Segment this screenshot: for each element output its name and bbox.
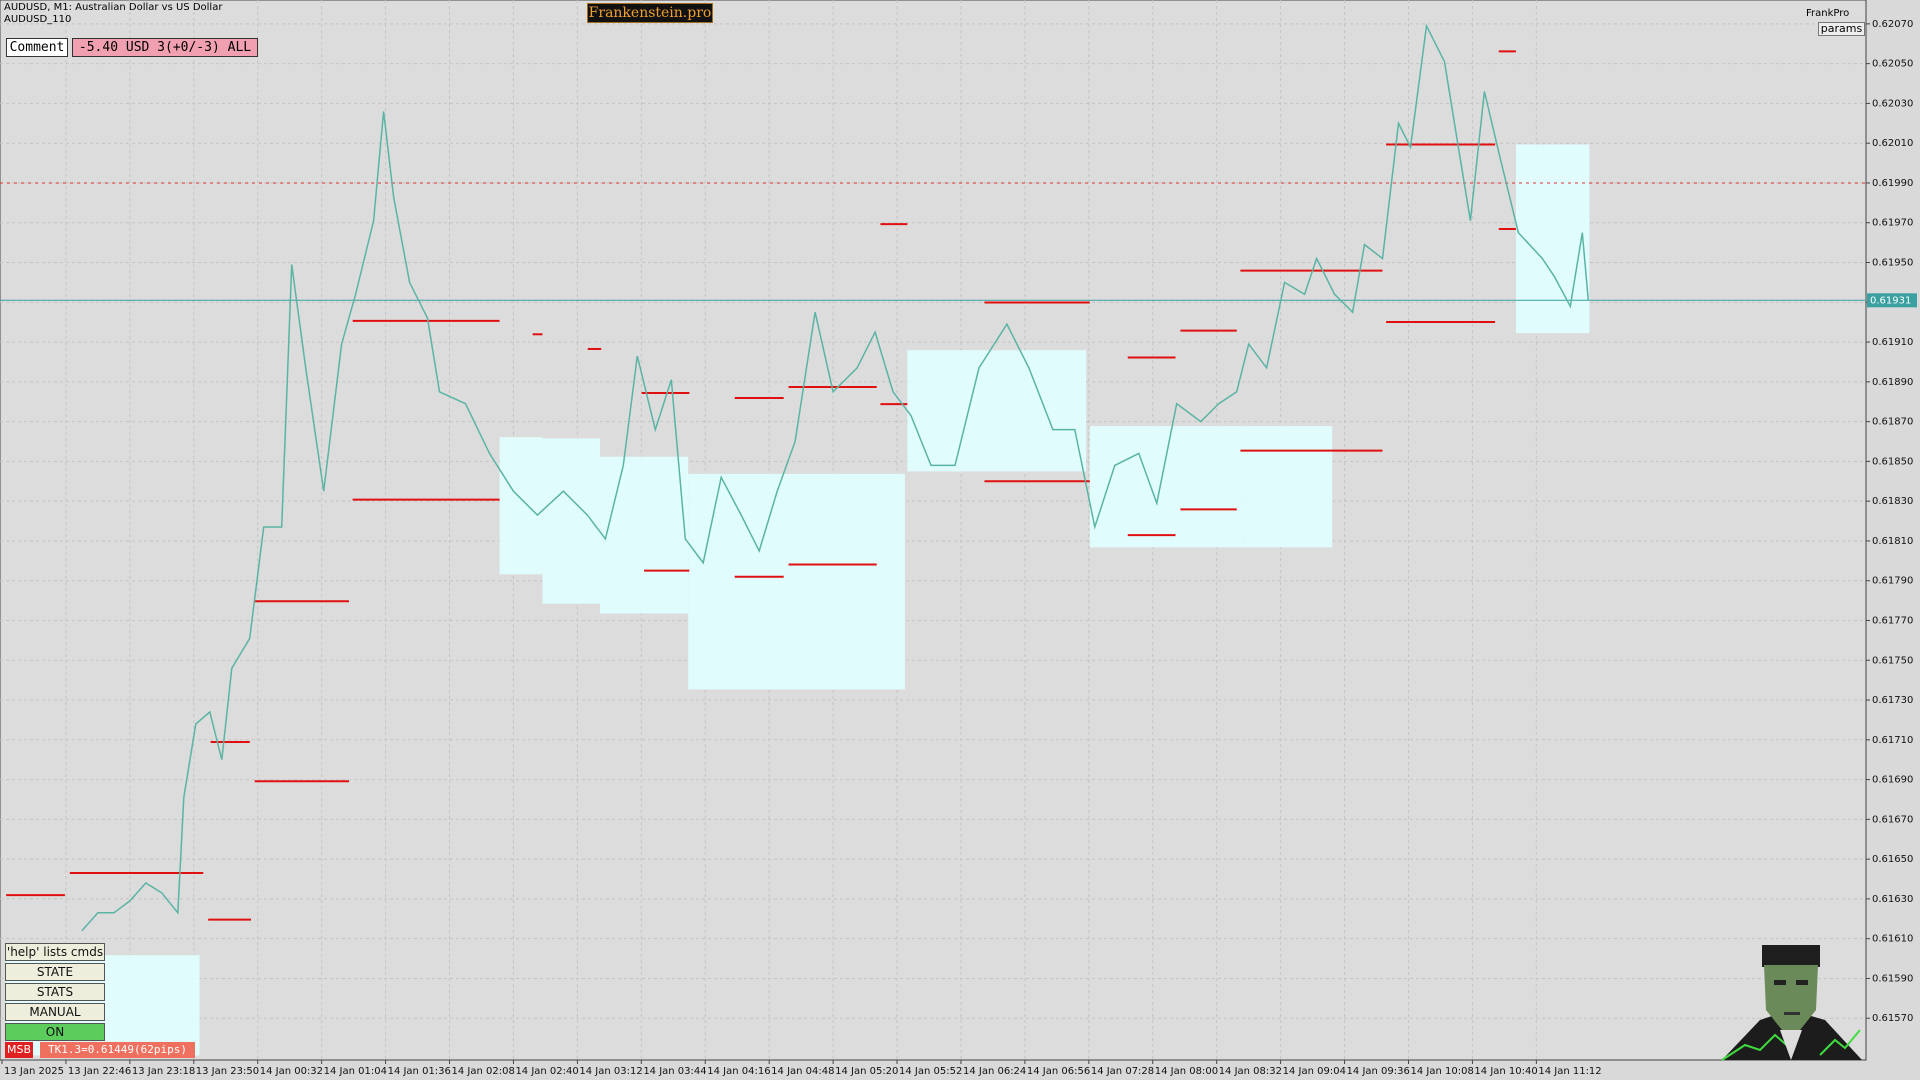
y-tick-label: 0.61630 (1872, 894, 1913, 905)
symbol-label: AUDUSD, M1: Australian Dollar vs US Doll… (4, 2, 223, 13)
x-tick-label: 14 Jan 06:24 (963, 1066, 1026, 1077)
x-tick-label: 14 Jan 06:56 (1027, 1066, 1090, 1077)
x-tick-label: 13 Jan 23:50 (196, 1066, 259, 1077)
x-tick-label: 13 Jan 23:18 (132, 1066, 195, 1077)
x-tick-label: 14 Jan 09:04 (1283, 1066, 1346, 1077)
zone-box (1089, 426, 1246, 548)
comment-text: -5.40 USD 3(+0/-3) ALL (72, 38, 258, 57)
x-tick-label: 14 Jan 03:44 (643, 1066, 706, 1077)
target-label: TK1.3=0.61449(62pips) (40, 1042, 195, 1058)
price-line (81, 23, 1590, 932)
x-tick-label: 14 Jan 04:48 (771, 1066, 834, 1077)
x-tick-label: 14 Jan 05:20 (835, 1066, 898, 1077)
y-tick-label: 0.61910 (1872, 337, 1913, 348)
y-tick-label: 0.62070 (1872, 19, 1913, 30)
y-tick-label: 0.62030 (1872, 98, 1913, 109)
x-tick-label: 14 Jan 08:00 (1155, 1066, 1218, 1077)
y-tick-label: 0.61870 (1872, 417, 1913, 428)
x-tick-label: 13 Jan 22:46 (68, 1066, 131, 1077)
y-tick-label: 0.61770 (1872, 615, 1913, 626)
x-tick-label: 14 Jan 10:40 (1474, 1066, 1537, 1077)
profile-label: FrankPro (1806, 8, 1850, 19)
x-tick-label: 14 Jan 02:40 (515, 1066, 578, 1077)
y-tick-label: 0.61990 (1872, 178, 1913, 189)
y-tick-label: 0.61830 (1872, 496, 1913, 507)
zone-box (907, 350, 1087, 472)
x-tick-label: 14 Jan 09:36 (1347, 1066, 1410, 1077)
y-tick-label: 0.61610 (1872, 934, 1913, 945)
y-tick-label: 0.61890 (1872, 377, 1913, 388)
y-tick-label: 0.61750 (1872, 655, 1913, 666)
msb-label: MSB (5, 1042, 33, 1058)
help-label: 'help' lists cmds (5, 943, 105, 961)
y-tick-label: 0.61650 (1872, 854, 1913, 865)
zone-box (600, 456, 689, 614)
y-tick-label: 0.61570 (1872, 1013, 1913, 1024)
x-tick-label: 14 Jan 02:08 (452, 1066, 515, 1077)
x-tick-label: 14 Jan 01:04 (324, 1066, 387, 1077)
y-tick-label: 0.61710 (1872, 735, 1913, 746)
zone-box (688, 473, 905, 690)
logo-portrait (1721, 945, 1862, 1061)
comment-button[interactable]: Comment (6, 38, 68, 57)
y-tick-label: 0.61690 (1872, 775, 1913, 786)
y-tick-label: 0.61790 (1872, 576, 1913, 587)
x-tick-label: 14 Jan 10:08 (1410, 1066, 1473, 1077)
x-tick-label: 14 Jan 05:52 (899, 1066, 962, 1077)
y-tick-label: 0.61730 (1872, 695, 1913, 706)
x-tick-label: 14 Jan 07:28 (1091, 1066, 1154, 1077)
y-tick-label: 0.61850 (1872, 456, 1913, 467)
x-tick-label: 14 Jan 01:36 (388, 1066, 451, 1077)
y-tick-label: 0.62010 (1872, 138, 1913, 149)
y-tick-label: 0.61950 (1872, 258, 1913, 269)
y-tick-label: 0.61970 (1872, 218, 1913, 229)
account-label: AUDUSD_110 (4, 14, 72, 25)
state-button[interactable]: STATE (5, 963, 105, 981)
drawings (6, 50, 1590, 1056)
x-tick-label: 13 Jan 2025 (4, 1066, 64, 1077)
x-tick-label: 14 Jan 00:32 (260, 1066, 323, 1077)
stats-button[interactable]: STATS (5, 983, 105, 1001)
bid-label: 0.61931 (1870, 295, 1911, 306)
on-button[interactable]: ON (5, 1023, 105, 1041)
bid-label-box (1867, 293, 1917, 308)
y-tick-label: 0.62050 (1872, 59, 1913, 70)
y-tick-label: 0.61590 (1872, 973, 1913, 984)
zone-box (1245, 426, 1333, 548)
brand-label[interactable]: Frankenstein.pro (587, 3, 713, 23)
manual-button[interactable]: MANUAL (5, 1003, 105, 1021)
params-button[interactable]: params (1818, 22, 1865, 36)
zone-box (1515, 144, 1590, 334)
zone-box (542, 438, 600, 604)
x-tick-label: 14 Jan 03:12 (579, 1066, 642, 1077)
y-tick-label: 0.61810 (1872, 536, 1913, 547)
zone-box (499, 437, 543, 575)
x-tick-label: 14 Jan 11:12 (1538, 1066, 1601, 1077)
x-tick-label: 14 Jan 08:32 (1219, 1066, 1282, 1077)
y-tick-label: 0.61670 (1872, 814, 1913, 825)
x-tick-label: 14 Jan 04:16 (707, 1066, 770, 1077)
